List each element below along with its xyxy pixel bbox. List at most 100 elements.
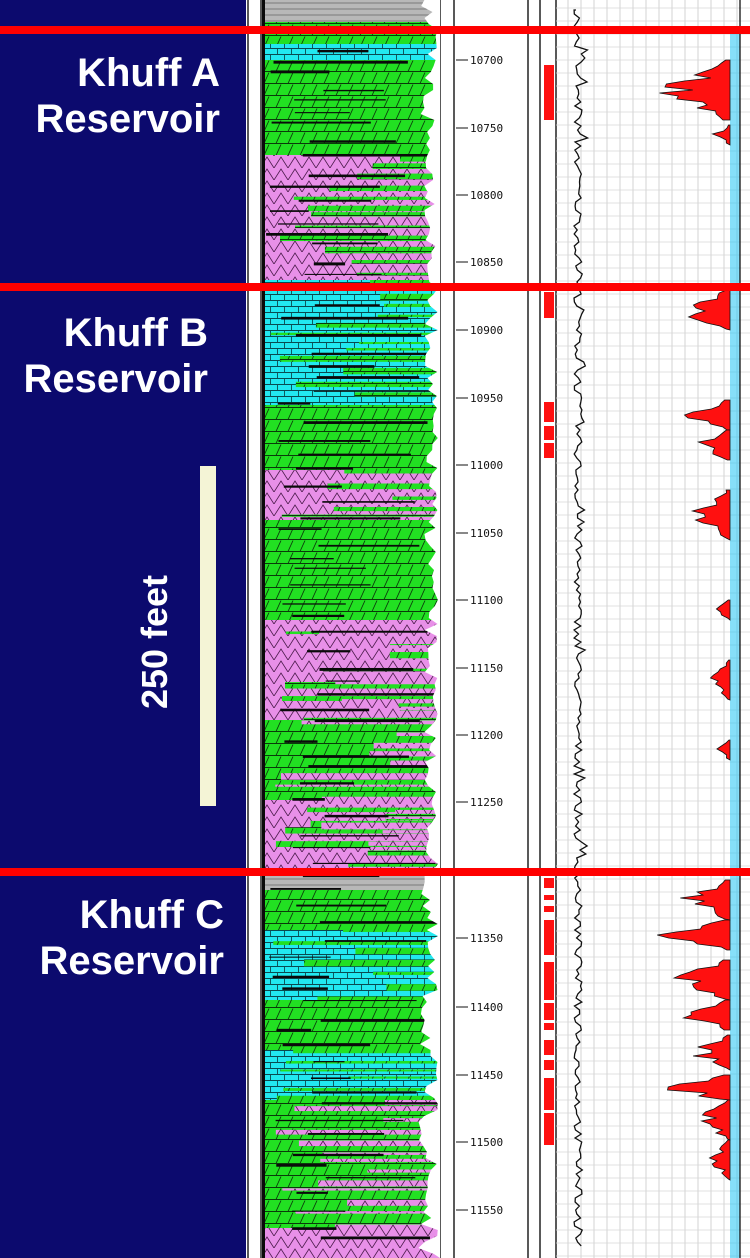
lithology-stringer [348,1076,440,1079]
shale-streak [269,185,380,188]
porosity-spike [681,999,731,1031]
shale-streak [308,174,406,178]
lithology-edge [418,0,440,1258]
depth-label: 11550 [470,1204,503,1217]
lithology-stringer [307,807,440,813]
lithology-stringer [324,246,440,254]
depth-label: 11100 [470,594,503,607]
shale-streak [296,1191,328,1194]
scale-label: 250 feet [134,574,175,710]
flag-gap [544,1000,554,1003]
shale-streak [324,814,389,818]
lithology-stringer [321,796,440,803]
lithology-stringer [279,355,440,362]
lithology-stringer [275,841,440,847]
porosity-spike [715,599,731,621]
flag-interval [544,920,554,955]
lithology-stringer [367,850,440,857]
shale-streak [312,862,436,865]
shale-streak [292,1153,384,1157]
depth-label: 10700 [470,54,503,67]
depth-label: 11150 [470,662,503,675]
lithology-stringer [355,523,440,529]
lithology-stringer [382,830,440,834]
shale-streak [273,60,408,64]
shale-streak [319,921,440,924]
well-log-tracks: 10700 10750 10800 10850 10900 10950 11000 11050… [246,0,750,1258]
lithology-stringer [390,760,440,767]
lithology-stringer [301,720,440,725]
lithology-stringer [333,536,440,540]
shale-streak [313,390,435,392]
lithology-stringer [367,610,440,616]
shale-streak [280,708,370,712]
lithology-stringer [317,757,440,765]
lithology-stringer [318,1180,440,1187]
shale-streak [282,603,346,605]
reservoir-boundary-line [0,26,246,34]
shale-streak [307,1132,385,1135]
lithology-stringer [389,651,440,659]
lithology-stringer [396,732,440,736]
depth-label: 10900 [470,324,503,337]
depth-label: 11450 [470,1069,503,1082]
shale-streak [270,70,330,74]
shale-streak [307,650,351,653]
reservoir-boundary-line [0,868,246,876]
lithology-stringer [351,737,440,744]
lithology-stringer [284,620,440,625]
reservoir-boundaries [246,26,750,876]
reservoir-boundary-line [0,283,246,291]
porosity-spike [687,289,731,331]
lithology-stringer [276,1095,440,1102]
lithology-stringer [369,566,440,573]
reservoir-label-khuff-a: Khuff A Reservoir [10,50,220,142]
shale-streak [308,365,375,368]
shale-streak [300,835,399,837]
log-curve-track [572,0,741,1258]
depth-label: 11050 [470,527,503,540]
lithology-stringer [285,827,440,834]
shale-streak [276,1028,312,1032]
flag-gap [544,440,554,443]
lithology-interval [262,405,440,470]
shale-streak [312,1091,417,1094]
depth-label: 11000 [470,459,503,472]
lithology-stringer [347,1199,440,1206]
lithology-stringer [275,784,440,787]
shale-streak [298,453,411,456]
depth-label: 10750 [470,122,503,135]
flag-interval [544,1060,554,1070]
lithology-stringer [395,809,440,813]
reservoir-word: Reservoir [35,97,220,141]
flag-gap [544,1020,554,1023]
lithology-stringer [332,587,440,592]
porosity-spike [680,879,731,921]
lithology-stringer [372,163,440,169]
shale-streak [310,1077,351,1080]
shale-streak [300,782,355,785]
shale-streak [324,940,427,942]
lithology-stringer [344,470,440,474]
lithology-stringer [374,672,440,678]
lithology-stringer [321,822,440,830]
lithology-stringer [281,695,440,701]
shale-streak [294,112,350,114]
lithology-stringer [343,1028,440,1033]
lithology-stringer [348,863,440,867]
depth-label: 11500 [470,1136,503,1149]
porosity-spike [709,659,731,701]
shale-streak [300,517,401,520]
shale-streak [308,765,440,768]
shale-streak [290,584,371,586]
lithology-stringer [285,913,440,920]
depth-label: 11350 [470,932,503,945]
shale-streak [275,1119,404,1122]
reservoir-label-khuff-b: Khuff B Reservoir [0,310,208,402]
lithology-stringer [293,1049,440,1054]
porosity-spike [667,1074,731,1101]
flag-gap [544,1110,554,1113]
flag-interval [544,906,554,912]
reservoir-word: Reservoir [23,357,208,401]
lithology-stringer [307,205,440,212]
